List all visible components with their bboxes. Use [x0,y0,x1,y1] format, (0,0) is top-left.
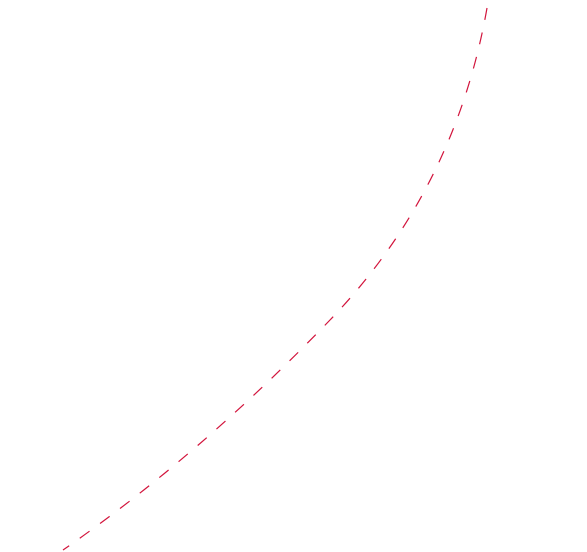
dashed-curve [62,7,488,551]
